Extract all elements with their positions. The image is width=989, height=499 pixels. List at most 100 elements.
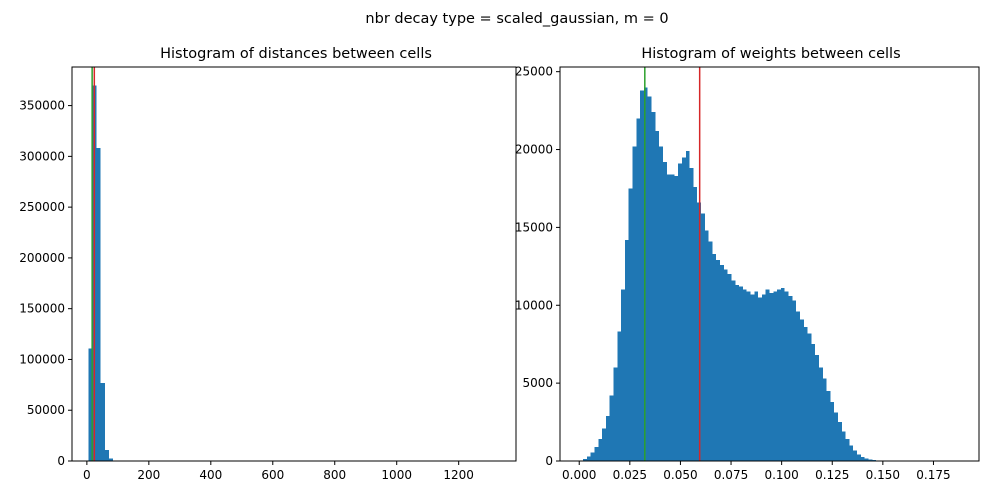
distance-histogram-axes-frame — [72, 67, 516, 461]
weight-histogram-x-tick-label: 0.175 — [916, 468, 950, 482]
weight-histogram-bar — [712, 254, 716, 461]
weight-histogram-bar — [655, 131, 659, 461]
weight-histogram-bar — [678, 164, 682, 461]
weight-histogram-bar — [811, 344, 815, 461]
weight-histogram-bar — [804, 327, 808, 461]
distance-histogram-y-tick-label: 200000 — [19, 251, 65, 265]
weight-histogram-x-tick-label: 0.050 — [663, 468, 697, 482]
weight-histogram-bar — [690, 168, 694, 461]
weight-histogram-bar — [663, 162, 667, 461]
weight-histogram-bar — [762, 294, 766, 461]
distance-histogram-title: Histogram of distances between cells — [160, 46, 432, 62]
distance-histogram-panel: Histogram of distances between cells 0 20… — [19, 46, 516, 482]
distance-histogram-x-tick-label: 1000 — [381, 468, 412, 482]
weight-histogram-bar — [796, 312, 800, 462]
weight-histogram-x-tick-label: 0.000 — [562, 468, 596, 482]
weight-histogram-bar — [739, 287, 743, 461]
weight-histogram-bar — [724, 269, 728, 461]
weight-histogram-bar — [785, 291, 789, 461]
weight-histogram-bar — [861, 457, 865, 461]
weight-histogram-bar — [667, 174, 671, 461]
weight-histogram-bars — [579, 87, 960, 461]
weight-histogram-bar — [758, 297, 762, 461]
weight-histogram-bar — [674, 176, 678, 461]
weight-histogram-bar — [750, 294, 754, 461]
weight-histogram-bar — [591, 452, 595, 461]
weight-histogram-bar — [857, 454, 861, 461]
weight-histogram-bar — [682, 157, 686, 461]
weight-histogram-bar — [735, 285, 739, 461]
distance-histogram-x-tick-label: 600 — [261, 468, 284, 482]
weight-histogram-bar — [629, 188, 633, 461]
weight-histogram-bar — [640, 90, 644, 461]
weight-histogram-bar — [598, 439, 602, 461]
weight-histogram-x-tick-label: 0.075 — [714, 468, 748, 482]
weight-histogram-bar — [633, 146, 637, 461]
distance-histogram-y-tick-label: 350000 — [19, 99, 65, 113]
weight-histogram-x-tick-label: 0.150 — [866, 468, 900, 482]
distance-histogram-x-tick-label: 0 — [83, 468, 91, 482]
distance-histogram-y-tick-label: 300000 — [19, 149, 65, 163]
distance-histogram-y-tick-label: 50000 — [27, 403, 65, 417]
weight-histogram-bar — [842, 431, 846, 461]
weight-histogram-bar — [743, 290, 747, 461]
distance-histogram-bar — [101, 383, 105, 461]
weight-histogram-bar — [587, 457, 591, 461]
distance-histogram-x-tick-label: 400 — [199, 468, 222, 482]
weight-histogram-bar — [625, 240, 629, 461]
weight-histogram-bar — [819, 368, 823, 461]
weight-histogram-y-tick-label: 5000 — [522, 376, 553, 390]
distance-histogram-x-tick-label: 200 — [137, 468, 160, 482]
figure-suptitle: nbr decay type = scaled_gaussian, m = 0 — [365, 11, 668, 27]
weight-histogram-bar — [773, 291, 777, 461]
distance-histogram-y-tick-label: 250000 — [19, 200, 65, 214]
weight-histogram-bar — [823, 378, 827, 461]
weight-histogram-bar — [602, 428, 606, 461]
weight-histogram-y-tick-label: 20000 — [515, 143, 553, 157]
weight-histogram-bar — [621, 290, 625, 461]
weight-histogram-y-tick-label: 25000 — [515, 65, 553, 79]
weight-histogram-bar — [834, 413, 838, 461]
weight-histogram-panel: Histogram of weights between cells 0.000… — [515, 46, 979, 482]
weight-histogram-bar — [594, 447, 598, 461]
weight-histogram-bar — [815, 355, 819, 461]
distance-histogram-y-tick-label: 0 — [57, 454, 65, 468]
weight-histogram-bar — [747, 291, 751, 461]
weight-histogram-bar — [731, 280, 735, 461]
weight-histogram-bar — [830, 402, 834, 461]
weight-histogram-bar — [652, 112, 656, 461]
weight-histogram-bar — [613, 368, 617, 461]
weight-histogram-bar — [777, 290, 781, 461]
distance-histogram-bars — [88, 85, 121, 461]
weight-histogram-bar — [709, 241, 713, 461]
weight-histogram-bar — [671, 174, 675, 461]
weight-histogram-bar — [770, 293, 774, 461]
weight-histogram-bar — [686, 151, 690, 461]
distance-histogram-bar — [97, 148, 101, 461]
weight-histogram-bar — [827, 391, 831, 461]
distance-histogram-bar — [105, 450, 109, 461]
weight-histogram-bar — [659, 146, 663, 461]
weight-histogram-bar — [789, 296, 793, 461]
weight-histogram-y-tick-label: 10000 — [515, 298, 553, 312]
weight-histogram-bar — [617, 332, 621, 461]
weight-histogram-bar — [720, 265, 724, 461]
weight-histogram-bar — [853, 450, 857, 461]
distance-histogram-y-axis-ticks: 0 50000 100000 150000 200000 250000 300000 3500… — [19, 99, 72, 468]
weight-histogram-x-tick-label: 0.100 — [764, 468, 798, 482]
weight-histogram-y-axis-ticks: 0 5000 10000 15000 20000 25000 — [515, 65, 560, 468]
weight-histogram-bar — [838, 422, 842, 461]
weight-histogram-bar — [693, 187, 697, 461]
weight-histogram-bar — [606, 416, 610, 461]
weight-histogram-bar — [846, 439, 850, 461]
distance-histogram-x-tick-label: 800 — [323, 468, 346, 482]
distance-histogram-y-tick-label: 150000 — [19, 302, 65, 316]
weight-histogram-bar — [728, 274, 732, 461]
distance-histogram-y-tick-label: 100000 — [19, 352, 65, 366]
weight-histogram-y-tick-label: 0 — [545, 454, 553, 468]
weight-histogram-y-tick-label: 15000 — [515, 220, 553, 234]
